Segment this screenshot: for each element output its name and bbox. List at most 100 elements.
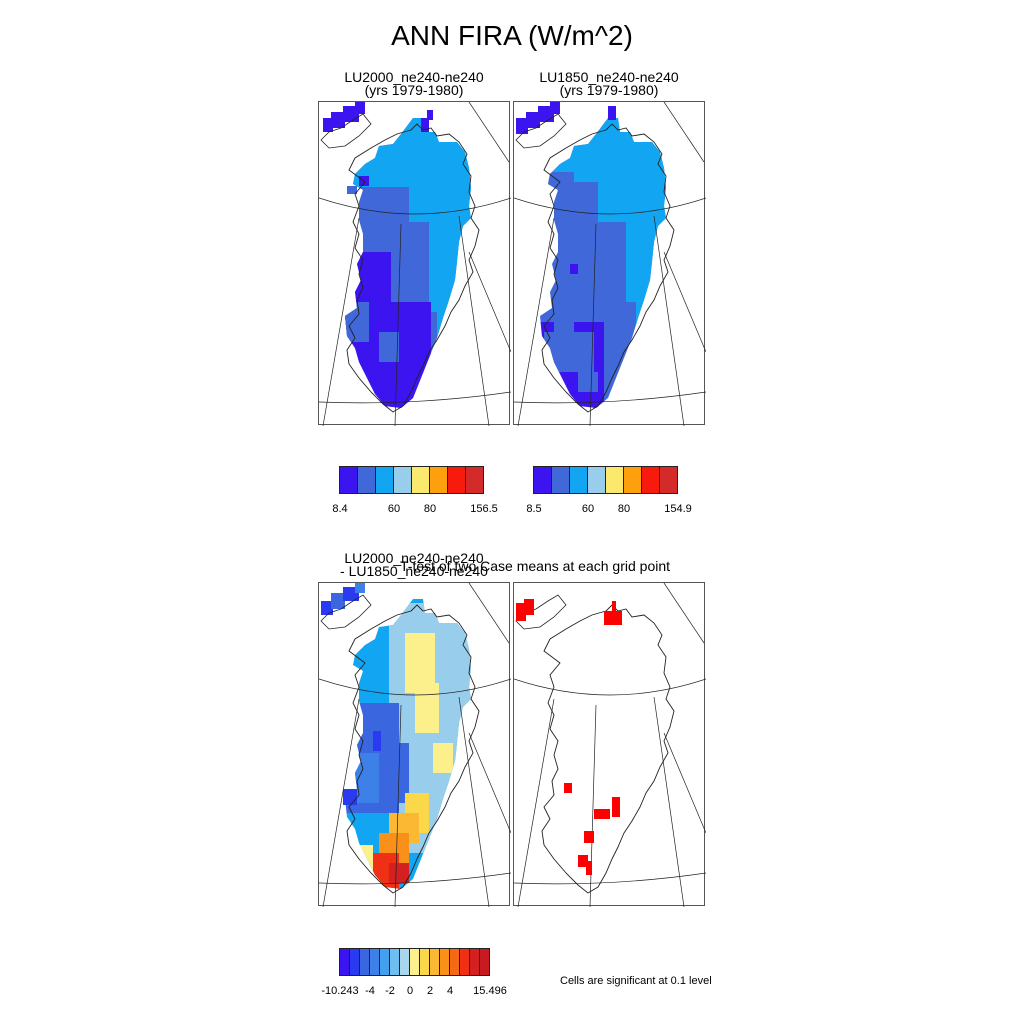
colorbar-swatch	[447, 466, 466, 494]
longitude-line	[663, 732, 706, 834]
grid-cell	[524, 599, 534, 615]
grid-cell	[544, 332, 594, 372]
colorbar-swatch	[411, 466, 430, 494]
grid-cell	[429, 222, 471, 312]
longitude-line	[663, 102, 705, 163]
panel-title-difference: LU2000_ne240-ne240 - LU1850_ne240-ne240	[318, 550, 510, 579]
grid-cell	[373, 731, 381, 751]
grid-cell	[612, 797, 620, 817]
grid-cell	[604, 611, 622, 625]
latitude-line	[319, 872, 511, 885]
grid-cell	[626, 222, 666, 302]
grid-cell	[526, 112, 540, 128]
colorbar-swatch	[551, 466, 570, 494]
colorbar-lu1850	[533, 466, 678, 494]
colorbar-tick-label: 2	[426, 985, 434, 997]
latitude-line	[514, 391, 706, 404]
colorbar-tick-label: 4	[446, 985, 454, 997]
grid-cell	[347, 186, 357, 194]
longitude-line	[468, 583, 510, 644]
colorbar-tick-label: 156.5	[470, 503, 498, 515]
panel-title-line1: LU2000_ne240-ne240	[344, 69, 484, 85]
grid-cell	[433, 743, 453, 773]
grid-cell	[540, 172, 574, 192]
longitude-line	[468, 732, 511, 834]
grid-cell	[389, 863, 409, 883]
longitude-line	[322, 698, 360, 907]
grid-cell	[516, 118, 528, 134]
grid-cell	[516, 603, 526, 621]
colorbar-swatch	[429, 466, 448, 494]
longitude-line	[468, 251, 511, 353]
map-panel-lu1850	[513, 101, 706, 426]
colorbar-difference	[339, 948, 490, 976]
colorbar-swatch	[533, 466, 552, 494]
colorbar-tick-label: 154.9	[664, 503, 692, 515]
longitude-line	[589, 704, 597, 907]
grid-cell	[427, 110, 433, 120]
significance-note: Cells are significant at 0.1 level	[560, 975, 712, 987]
greenland-coastline	[346, 123, 480, 413]
grid-cell	[584, 831, 594, 843]
colorbar-tick-label: -4	[365, 985, 375, 997]
longitude-line	[517, 698, 555, 907]
longitude-line	[517, 217, 555, 426]
ice-sheet-cells	[345, 599, 471, 889]
colorbar-swatch	[357, 466, 376, 494]
grid-cell	[355, 102, 365, 114]
grid-cell	[331, 112, 345, 128]
longitude-line	[394, 704, 402, 907]
longitude-line	[589, 223, 597, 426]
colorbar-tick-label: 60	[387, 503, 401, 515]
grid-cell	[379, 332, 399, 362]
longitude-line	[322, 217, 360, 426]
grid-cell	[437, 312, 471, 342]
map-panel-difference	[318, 582, 511, 907]
panel-title-lu2000: LU2000_ne240-ne240 (yrs 1979-1980)	[318, 69, 510, 97]
greenland-map-lu2000	[319, 102, 511, 426]
ellesmere-coastline	[515, 113, 567, 149]
colorbar-tick-label: 8.5	[526, 503, 542, 515]
grid-cell	[598, 182, 666, 222]
greenland-map-lu1850	[514, 102, 706, 426]
longitude-line	[663, 583, 705, 644]
colorbar-tick-label: 60	[581, 503, 595, 515]
longitude-line	[653, 696, 685, 907]
colorbar-swatch	[339, 466, 358, 494]
greenland-coastline	[346, 604, 480, 894]
grid-cell	[353, 845, 373, 875]
grid-cell	[321, 601, 333, 615]
colorbar-swatch	[479, 948, 490, 976]
greenland-coastline	[541, 604, 675, 894]
greenland-map-ttest	[514, 583, 706, 907]
panel-title-ttest: T-test of two Case means at each grid po…	[400, 558, 671, 574]
latitude-line	[514, 197, 706, 215]
panel-title-line1: LU1850_ne240-ne240	[539, 69, 679, 85]
longitude-line	[394, 223, 402, 426]
grid-cell	[355, 583, 365, 593]
grid-cell	[323, 118, 333, 132]
longitude-line	[663, 251, 706, 353]
colorbar-tick-label: -10.243	[321, 985, 359, 997]
grid-cell	[570, 264, 578, 274]
longitude-line	[468, 102, 510, 163]
colorbar-swatch	[569, 466, 588, 494]
colorbar-swatch	[605, 466, 624, 494]
latitude-line	[514, 678, 706, 696]
greenland-map-difference	[319, 583, 511, 907]
grid-cell	[608, 106, 616, 120]
colorbar-swatch	[587, 466, 606, 494]
ellesmere-coastline	[320, 113, 372, 149]
grid-cell	[612, 601, 616, 613]
panel-title-line1: LU2000_ne240-ne240	[344, 550, 484, 566]
colorbar-swatch	[623, 466, 642, 494]
grid-cell	[379, 743, 409, 803]
panel-title-lu1850: LU1850_ne240-ne240 (yrs 1979-1980)	[513, 69, 705, 97]
grid-cell	[554, 312, 574, 332]
colorbar-tick-label: 15.496	[473, 985, 507, 997]
colorbar-tick-label: 0	[406, 985, 414, 997]
colorbar-tick-label: 8.4	[332, 503, 348, 515]
map-panel-ttest	[513, 582, 706, 907]
grid-cell	[578, 855, 588, 867]
panel-title-line2: - LU1850_ne240-ne240	[340, 563, 488, 579]
